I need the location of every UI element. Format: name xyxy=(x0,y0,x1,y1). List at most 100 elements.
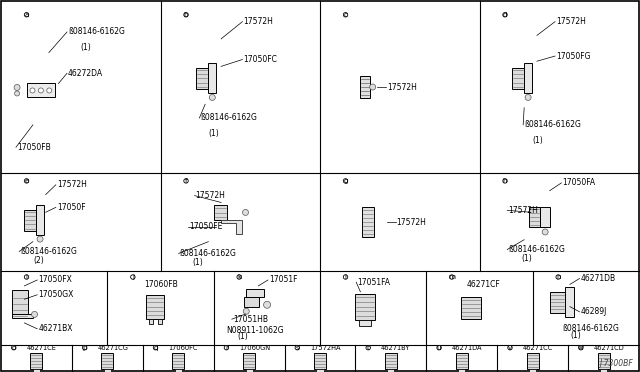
Text: h: h xyxy=(503,178,508,184)
Text: b: b xyxy=(184,12,188,18)
Text: q: q xyxy=(153,345,158,351)
Bar xyxy=(512,68,524,89)
Text: 46271CE: 46271CE xyxy=(26,345,56,351)
Circle shape xyxy=(237,275,241,279)
Text: 17050GX: 17050GX xyxy=(38,290,74,299)
Text: e: e xyxy=(24,178,29,184)
Circle shape xyxy=(264,301,271,308)
Circle shape xyxy=(343,179,348,183)
Bar xyxy=(387,369,394,372)
Circle shape xyxy=(503,179,508,183)
Circle shape xyxy=(184,179,188,183)
Text: f: f xyxy=(185,178,188,184)
Text: d: d xyxy=(502,12,508,18)
Bar xyxy=(246,289,264,297)
Text: a: a xyxy=(24,12,29,18)
Text: 17060GN: 17060GN xyxy=(239,345,270,351)
Bar xyxy=(31,353,42,369)
Text: (1): (1) xyxy=(193,258,203,267)
Circle shape xyxy=(525,94,531,100)
Text: ß08146-6162G: ß08146-6162G xyxy=(20,247,77,256)
Bar xyxy=(175,369,182,372)
Text: (1): (1) xyxy=(209,129,219,138)
Text: 46289J: 46289J xyxy=(580,307,607,316)
Circle shape xyxy=(14,84,20,90)
Bar xyxy=(524,63,532,93)
Text: (1): (1) xyxy=(237,332,248,341)
Text: ß08146-6162G: ß08146-6162G xyxy=(508,245,565,254)
Text: ß08146-6162G: ß08146-6162G xyxy=(200,113,257,122)
Circle shape xyxy=(224,346,228,350)
Bar xyxy=(600,369,607,372)
Bar xyxy=(362,207,374,237)
Text: 17051FA: 17051FA xyxy=(357,278,390,287)
Text: v: v xyxy=(508,345,512,351)
Text: s: s xyxy=(296,345,299,351)
Text: J 7300BF: J 7300BF xyxy=(599,359,632,368)
Bar xyxy=(196,68,209,89)
Circle shape xyxy=(209,94,215,100)
Bar xyxy=(598,353,609,369)
Bar xyxy=(550,292,564,313)
Text: 46271BX: 46271BX xyxy=(38,324,73,333)
Bar xyxy=(461,297,481,319)
Text: 17051F: 17051F xyxy=(269,276,298,285)
Bar xyxy=(243,353,255,369)
Circle shape xyxy=(343,275,348,279)
Text: (1): (1) xyxy=(532,136,543,145)
Text: 17572H: 17572H xyxy=(387,83,417,92)
Bar xyxy=(209,63,216,93)
Text: ß08146-6162G: ß08146-6162G xyxy=(563,324,620,333)
Circle shape xyxy=(24,275,29,279)
Circle shape xyxy=(24,13,29,17)
Bar xyxy=(157,319,162,324)
Text: 46272DA: 46272DA xyxy=(68,69,103,78)
Text: (1): (1) xyxy=(81,43,92,52)
Circle shape xyxy=(37,236,43,242)
Text: 17050FB: 17050FB xyxy=(17,143,51,152)
Bar xyxy=(527,353,539,369)
Circle shape xyxy=(366,346,371,350)
Bar xyxy=(456,353,468,369)
Circle shape xyxy=(370,84,376,90)
Bar xyxy=(358,320,371,326)
Text: 17572H: 17572H xyxy=(243,17,273,26)
Circle shape xyxy=(556,275,561,279)
Text: 17572HA: 17572HA xyxy=(310,345,340,351)
Bar xyxy=(27,83,55,97)
Text: ß08146-6162G: ß08146-6162G xyxy=(68,28,125,36)
Bar xyxy=(458,369,465,372)
Text: w: w xyxy=(578,345,584,351)
Text: 17050FC: 17050FC xyxy=(243,55,277,64)
Text: 46271DB: 46271DB xyxy=(580,274,616,283)
Circle shape xyxy=(15,91,20,96)
Circle shape xyxy=(12,346,16,350)
Text: 46271BY: 46271BY xyxy=(381,345,410,351)
Circle shape xyxy=(31,311,38,317)
Bar xyxy=(172,353,184,369)
Circle shape xyxy=(508,346,512,350)
Text: (2): (2) xyxy=(33,256,44,265)
Bar xyxy=(104,369,111,372)
Bar xyxy=(246,369,253,372)
Bar xyxy=(214,205,227,220)
Text: 46271CG: 46271CG xyxy=(97,345,128,351)
Circle shape xyxy=(131,275,135,279)
Circle shape xyxy=(154,346,157,350)
Text: p: p xyxy=(83,345,87,351)
Text: (1): (1) xyxy=(521,254,532,263)
Bar xyxy=(385,353,397,369)
Circle shape xyxy=(38,88,44,93)
Text: 46271CC: 46271CC xyxy=(523,345,553,351)
Circle shape xyxy=(542,229,548,235)
Text: 17060FB: 17060FB xyxy=(145,280,179,289)
Text: 17051HB: 17051HB xyxy=(233,315,268,324)
Text: 46271CF: 46271CF xyxy=(467,280,500,289)
Text: c: c xyxy=(344,12,348,18)
Circle shape xyxy=(450,275,454,279)
Bar xyxy=(24,209,36,231)
Bar xyxy=(529,207,540,227)
Text: N08911-1062G: N08911-1062G xyxy=(227,326,284,335)
Circle shape xyxy=(343,13,348,17)
Bar xyxy=(355,294,374,320)
